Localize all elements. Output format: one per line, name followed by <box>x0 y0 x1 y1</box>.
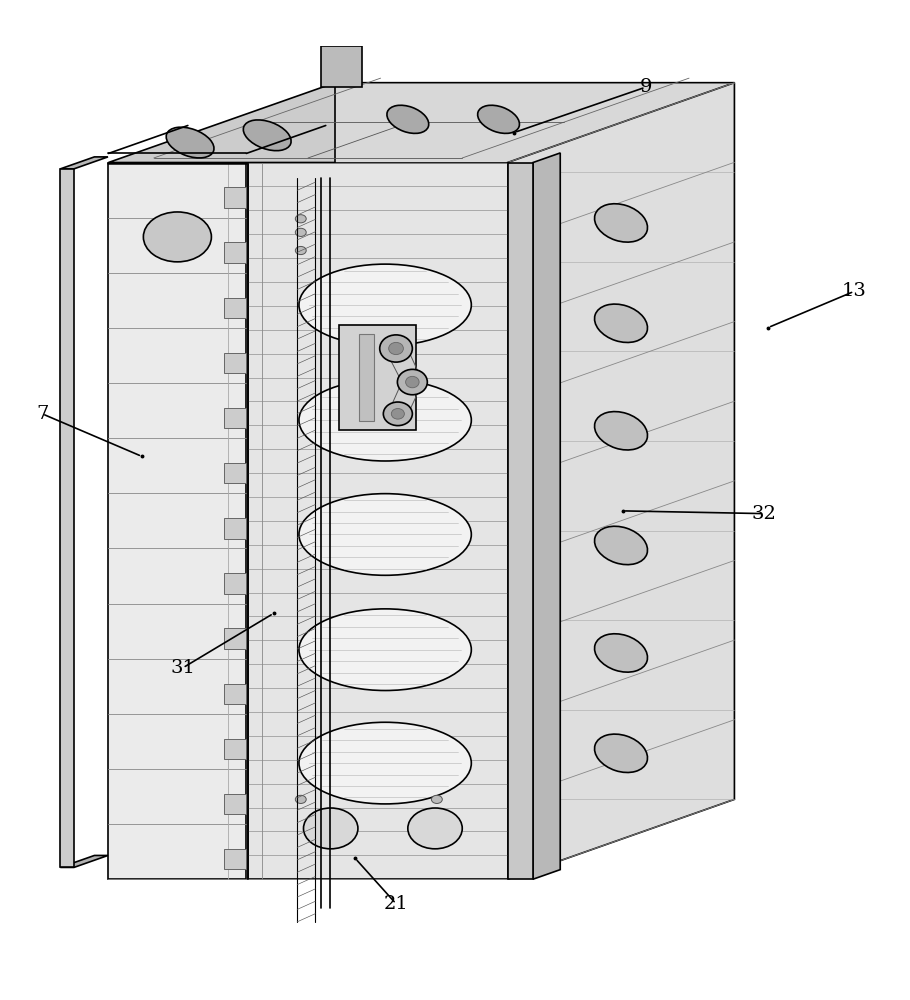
Ellipse shape <box>431 795 442 803</box>
Ellipse shape <box>389 342 403 355</box>
Polygon shape <box>224 628 247 649</box>
Ellipse shape <box>383 402 412 426</box>
Ellipse shape <box>299 494 471 575</box>
Polygon shape <box>224 187 247 208</box>
Polygon shape <box>60 157 108 169</box>
Ellipse shape <box>296 246 307 255</box>
Ellipse shape <box>594 526 648 565</box>
Text: 9: 9 <box>639 78 652 96</box>
Polygon shape <box>224 849 247 869</box>
Ellipse shape <box>391 409 404 419</box>
Polygon shape <box>60 855 108 867</box>
Polygon shape <box>224 518 247 539</box>
Ellipse shape <box>299 264 471 346</box>
Ellipse shape <box>296 228 307 236</box>
Polygon shape <box>339 325 417 430</box>
Ellipse shape <box>594 734 648 772</box>
Polygon shape <box>359 334 374 421</box>
Polygon shape <box>224 573 247 594</box>
Ellipse shape <box>299 379 471 461</box>
Polygon shape <box>224 408 247 428</box>
Ellipse shape <box>299 722 471 804</box>
Ellipse shape <box>304 808 358 849</box>
Text: 13: 13 <box>842 282 866 300</box>
Polygon shape <box>533 153 561 879</box>
Polygon shape <box>321 46 362 87</box>
Ellipse shape <box>406 376 420 388</box>
Ellipse shape <box>408 808 462 849</box>
Polygon shape <box>224 242 247 263</box>
Polygon shape <box>224 298 247 318</box>
Ellipse shape <box>387 105 429 133</box>
Polygon shape <box>248 163 508 879</box>
Polygon shape <box>224 739 247 759</box>
Ellipse shape <box>379 335 412 362</box>
Ellipse shape <box>398 369 428 395</box>
Text: 21: 21 <box>384 895 409 913</box>
Ellipse shape <box>167 127 214 158</box>
Ellipse shape <box>243 120 291 151</box>
Ellipse shape <box>478 105 520 133</box>
Text: 7: 7 <box>36 405 48 423</box>
Ellipse shape <box>594 304 648 342</box>
Polygon shape <box>108 83 734 163</box>
Ellipse shape <box>594 412 648 450</box>
Polygon shape <box>508 163 533 879</box>
Polygon shape <box>60 169 74 867</box>
Text: 32: 32 <box>751 505 776 523</box>
Ellipse shape <box>594 204 648 242</box>
Polygon shape <box>508 83 734 879</box>
Polygon shape <box>224 794 247 814</box>
Polygon shape <box>335 83 734 799</box>
Polygon shape <box>108 163 247 879</box>
Ellipse shape <box>299 609 471 691</box>
Polygon shape <box>224 353 247 373</box>
Polygon shape <box>224 684 247 704</box>
Text: 31: 31 <box>170 659 196 677</box>
Ellipse shape <box>594 634 648 672</box>
Ellipse shape <box>296 795 307 803</box>
Ellipse shape <box>296 215 307 223</box>
Polygon shape <box>224 463 247 483</box>
Ellipse shape <box>144 212 211 262</box>
